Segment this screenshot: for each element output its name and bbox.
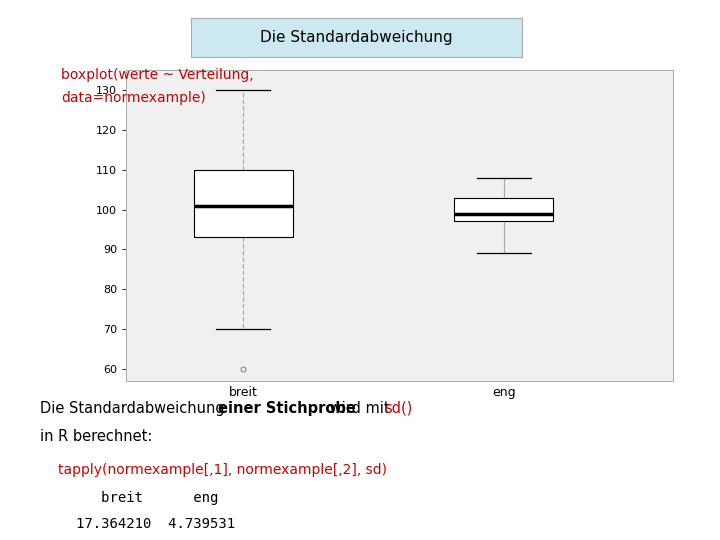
Bar — [194, 170, 293, 238]
Text: in R berechnet:: in R berechnet: — [40, 429, 152, 444]
Text: 17.364210  4.739531: 17.364210 4.739531 — [76, 517, 235, 531]
Text: wird mit: wird mit — [325, 401, 394, 416]
Text: breit      eng: breit eng — [76, 491, 218, 505]
Text: tapply(normexample[,1], normexample[,2], sd): tapply(normexample[,1], normexample[,2],… — [58, 463, 387, 477]
Bar — [454, 198, 554, 221]
Text: sd(): sd() — [384, 401, 412, 416]
Text: boxplot(werte ~ Verteilung,: boxplot(werte ~ Verteilung, — [61, 68, 254, 82]
Text: Die Standardabweichung: Die Standardabweichung — [260, 30, 453, 45]
Text: data=normexample): data=normexample) — [61, 91, 206, 105]
Text: einer Stichprobe: einer Stichprobe — [218, 401, 356, 416]
Text: Die Standardabweichung: Die Standardabweichung — [40, 401, 229, 416]
